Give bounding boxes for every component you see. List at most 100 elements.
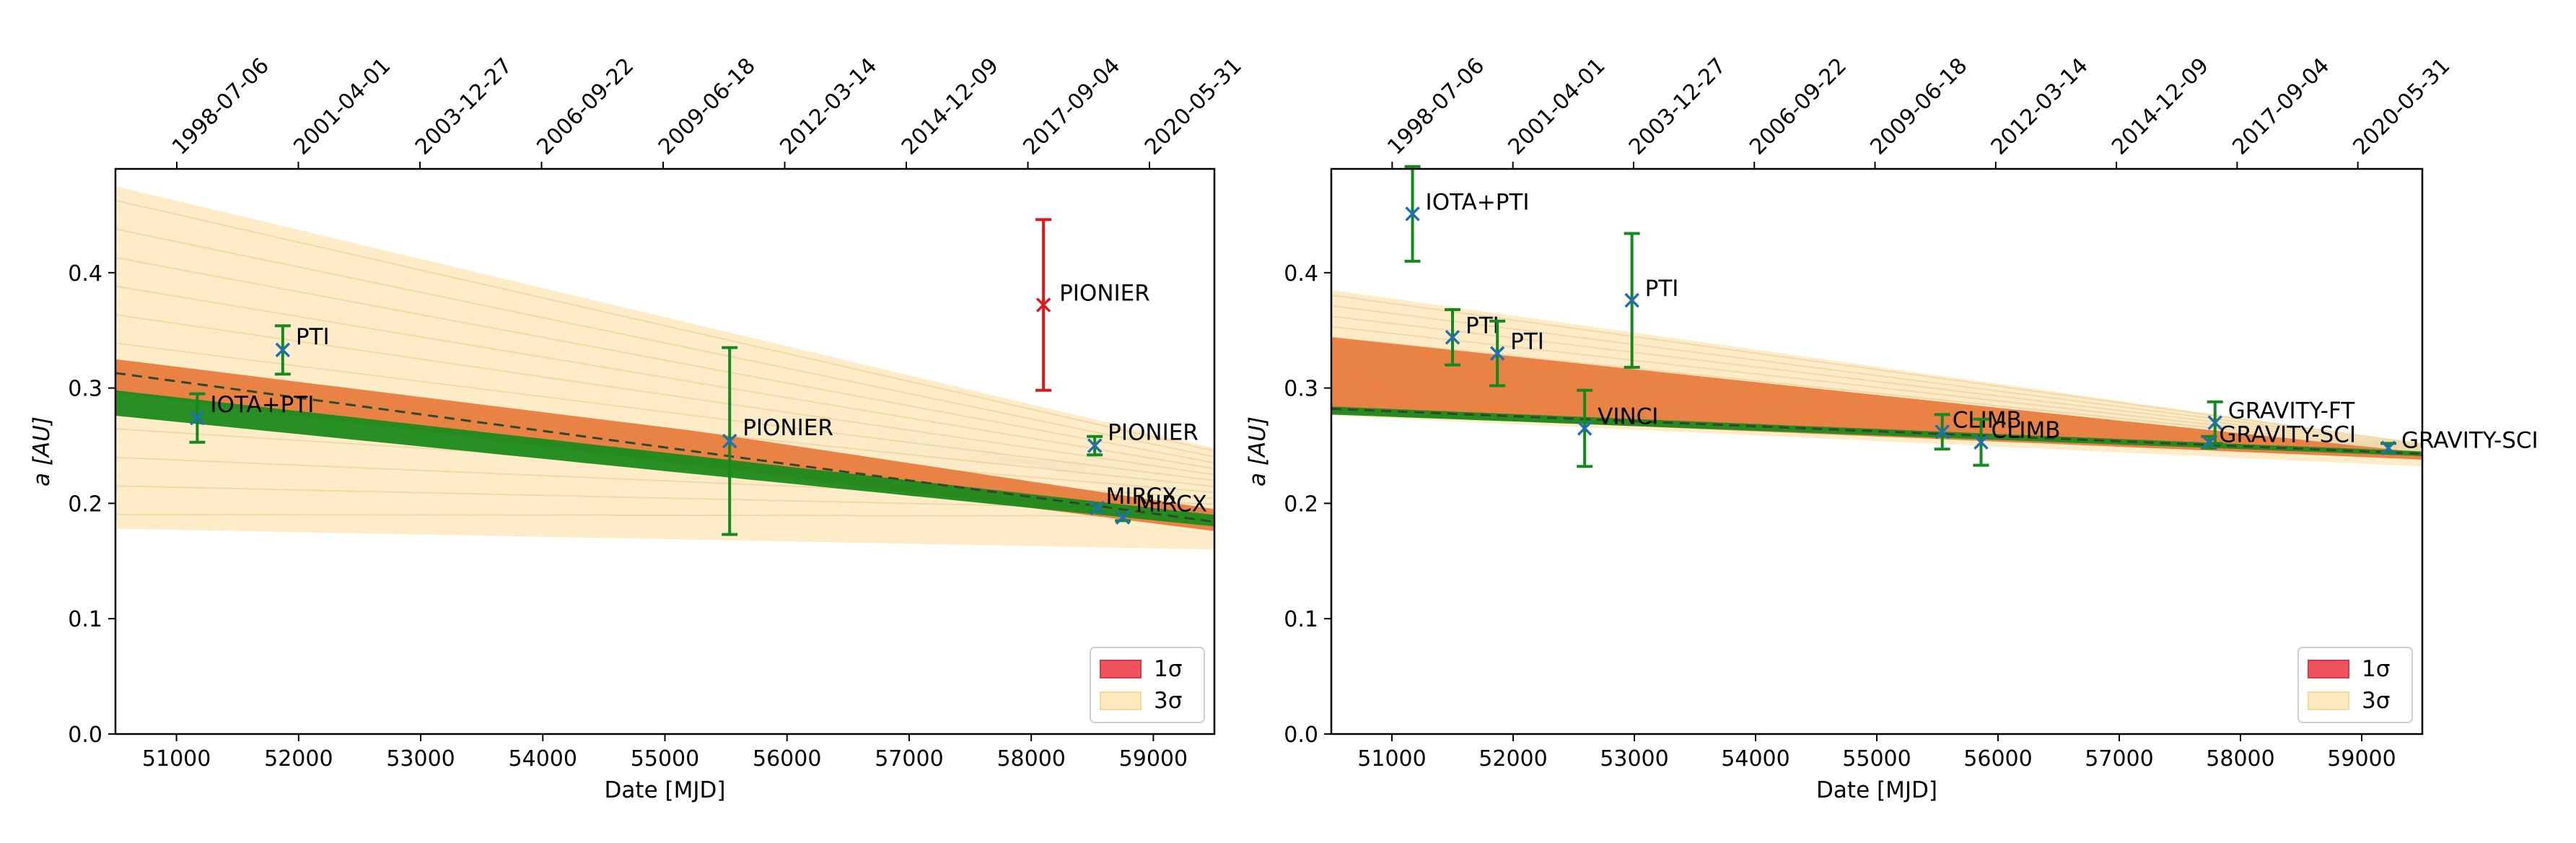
top-tick-label: 2017-09-04 — [1018, 53, 1125, 160]
data-point: PIONIER — [1087, 420, 1199, 457]
point-marker — [1087, 438, 1103, 453]
x-tick-label: 58000 — [996, 746, 1065, 772]
x-axis-label: Date [MJD] — [605, 777, 726, 803]
data-point: MIRCX — [1115, 492, 1207, 525]
point-label: IOTA+PTI — [1426, 189, 1530, 215]
data-point: VINCI — [1577, 388, 1658, 468]
y-tick-label: 0.3 — [68, 377, 102, 402]
top-tick-label: 2020-05-31 — [2349, 53, 2455, 160]
top-tick-label: 2009-06-18 — [654, 53, 761, 160]
data-point: IOTA+PTI — [189, 392, 314, 444]
y-tick-label: 0.2 — [1284, 492, 1318, 517]
posterior-sample-line — [1331, 336, 2422, 450]
x-tick-label: 59000 — [1119, 746, 1188, 772]
y-tick-label: 0.0 — [1284, 722, 1318, 748]
y-axis-label: a [AU] — [1245, 416, 1271, 486]
top-tick-label: 2001-04-01 — [289, 53, 395, 160]
x-tick-label: 52000 — [1478, 746, 1547, 772]
x-tick-label: 56000 — [753, 746, 821, 772]
x-tick-label: 53000 — [386, 746, 455, 772]
band-1sigma-overlay — [1331, 337, 2422, 460]
point-label: GRAVITY-FT — [2228, 398, 2356, 424]
point-marker — [1405, 206, 1420, 222]
posterior-sample-line — [115, 342, 1214, 481]
x-tick-label: 59000 — [2327, 746, 2396, 772]
legend-swatch — [1100, 660, 1142, 678]
y-tick-label: 0.4 — [68, 261, 102, 287]
plot-area — [1331, 289, 2422, 467]
legend-label: 3σ — [2362, 688, 2390, 714]
top-tick-label: 2014-12-09 — [897, 53, 1004, 160]
green-band — [115, 390, 1214, 527]
chart-panel-1: IOTA+PTI PTI PIONIER PIONIER PIONIER MIRCXMIR… — [29, 53, 1247, 803]
legend-box — [1090, 647, 1205, 723]
top-tick-label: 2017-09-04 — [2227, 53, 2334, 160]
top-tick-label: 1998-07-06 — [167, 53, 274, 160]
point-label: CLIMB — [1991, 418, 2060, 444]
data-point: PIONIER — [722, 346, 833, 536]
top-tick-label: 2001-04-01 — [1504, 53, 1611, 160]
x-tick-label: 55000 — [631, 746, 699, 772]
data-point: MIRCX — [1089, 484, 1178, 516]
top-tick-label: 2003-12-27 — [411, 53, 517, 160]
point-label: PTI — [1510, 329, 1544, 355]
point-label: PIONIER — [1108, 420, 1199, 446]
legend-label: 1σ — [1154, 656, 1182, 682]
legend-label: 3σ — [1154, 688, 1182, 714]
y-tick-label: 0.2 — [68, 492, 102, 517]
top-tick-label: 2006-09-22 — [532, 53, 639, 160]
top-tick-label: 2014-12-09 — [2107, 53, 2214, 160]
point-marker — [1090, 500, 1105, 516]
legend-swatch — [2308, 660, 2349, 678]
point-marker — [275, 342, 291, 358]
x-tick-label: 58000 — [2206, 746, 2274, 772]
x-axis-label: Date [MJD] — [1816, 777, 1937, 803]
point-label: PIONIER — [1059, 281, 1150, 307]
data-point: IOTA+PTI — [1404, 165, 1530, 263]
posterior-sample-line — [1331, 326, 2422, 449]
posterior-sample-line — [115, 256, 1214, 464]
top-tick-label: 2009-06-18 — [1865, 53, 1972, 160]
x-tick-label: 51000 — [142, 746, 211, 772]
legend-box — [2297, 647, 2413, 723]
x-tick-label: 57000 — [875, 746, 943, 772]
y-tick-label: 0.3 — [1284, 377, 1318, 402]
point-label: MIRCX — [1106, 484, 1178, 510]
point-marker — [190, 410, 205, 426]
data-point: PTI — [1624, 232, 1678, 369]
data-point: GRAVITY-FT — [2207, 398, 2356, 445]
posterior-sample-line — [115, 513, 1214, 517]
point-marker — [1035, 297, 1051, 313]
y-tick-label: 0.1 — [68, 607, 102, 632]
data-point: PTI — [1445, 307, 1499, 367]
point-label: PIONIER — [742, 415, 833, 441]
data-point: GRAVITY-SCI — [2201, 422, 2356, 450]
top-tick-label: 2012-03-14 — [775, 53, 882, 160]
legend-label: 1σ — [2362, 656, 2390, 682]
data-point: GRAVITY-SCI — [2380, 428, 2538, 455]
top-tick-label: 1998-07-06 — [1383, 53, 1489, 160]
point-marker — [1489, 346, 1505, 361]
y-tick-label: 0.4 — [1284, 261, 1318, 287]
posterior-sample-line — [1331, 305, 2422, 447]
x-tick-label: 53000 — [1600, 746, 1668, 772]
x-tick-label: 55000 — [1842, 746, 1911, 772]
legend-swatch — [1100, 691, 1142, 710]
point-marker — [1115, 510, 1131, 525]
point-label: VINCI — [1598, 404, 1658, 430]
x-tick-label: 57000 — [2085, 746, 2153, 772]
point-label: GRAVITY-SCI — [2401, 428, 2538, 454]
data-point: PTI — [1489, 319, 1544, 388]
point-marker — [2207, 415, 2222, 430]
data-point: PIONIER — [1035, 218, 1150, 392]
y-tick-label: 0.1 — [1284, 607, 1318, 632]
x-tick-label: 52000 — [264, 746, 333, 772]
point-marker — [1624, 292, 1639, 308]
chart-panel-2: IOTA+PTIPTIPTIVINCIPTICLIMBCLIMBGRAVITY-… — [1245, 53, 2538, 803]
point-marker — [722, 433, 737, 449]
top-tick-label: 2020-05-31 — [1140, 53, 1247, 160]
top-tick-label: 2006-09-22 — [1745, 53, 1852, 160]
y-axis-label: a [AU] — [29, 416, 55, 486]
